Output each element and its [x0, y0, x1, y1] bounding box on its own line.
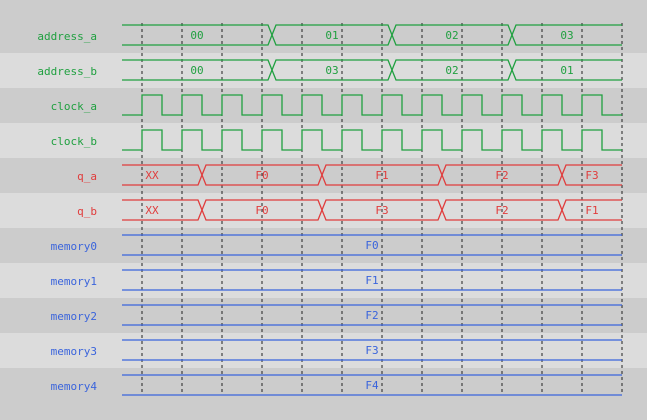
bus-value: 00 [190, 64, 203, 77]
signal-q_a: q_a XX F0 F1 F2 F3 [77, 164, 622, 186]
row-background [0, 0, 647, 53]
bus-value: XX [145, 204, 159, 217]
signal-memory1: memory1 F1 [51, 269, 622, 291]
bus-value: F3 [585, 169, 598, 182]
bus-segment [511, 59, 622, 81]
signal-q_b: q_b XX F0 F3 F2 F1 [77, 199, 622, 221]
bus-value: 03 [560, 29, 573, 42]
bus-value: F1 [585, 204, 598, 217]
bus-value: F3 [365, 344, 378, 357]
bus-segment [122, 304, 622, 326]
row-background [0, 53, 647, 88]
signal-clock_a: clock_a [51, 94, 622, 116]
bus-value: 03 [325, 64, 338, 77]
bus-value: F1 [375, 169, 388, 182]
bus-segment [561, 199, 622, 221]
bus-value: F2 [495, 204, 508, 217]
signal-memory0: memory0 F0 [51, 234, 622, 256]
bus-value: F3 [375, 204, 388, 217]
signal-label: memory4 [51, 380, 98, 393]
clock-waveform [122, 129, 622, 151]
bus-value: 02 [445, 64, 458, 77]
row-background [0, 298, 647, 333]
signal-label: memory2 [51, 310, 97, 323]
bus-value: 01 [325, 29, 338, 42]
bus-segment [511, 24, 622, 46]
signal-memory4: memory4 F4 [51, 374, 622, 396]
signal-label: q_a [77, 170, 97, 183]
bus-value: F0 [255, 204, 268, 217]
signal-label: memory0 [51, 240, 97, 253]
bus-value: F0 [365, 239, 378, 252]
row-background [0, 193, 647, 228]
bus-value: 01 [560, 64, 573, 77]
bus-value: F0 [255, 169, 268, 182]
bus-segment [122, 339, 622, 361]
bus-segment [122, 234, 622, 256]
bus-segment [561, 164, 622, 186]
clock-waveform [122, 94, 622, 116]
bus-value: F4 [365, 379, 379, 392]
row-background [0, 228, 647, 263]
bus-value: F2 [365, 309, 378, 322]
row-background [0, 88, 647, 123]
signal-label: memory1 [51, 275, 97, 288]
bus-value: 00 [190, 29, 203, 42]
bus-value: F1 [365, 274, 378, 287]
row-background [0, 158, 647, 193]
bus-value: F2 [495, 169, 508, 182]
signal-memory2: memory2 F2 [51, 304, 622, 326]
signal-label: clock_a [51, 100, 97, 113]
signal-label: clock_b [51, 135, 97, 148]
bus-value: 02 [445, 29, 458, 42]
bus-segment [122, 374, 622, 396]
signal-label: q_b [77, 205, 97, 218]
bus-segment [122, 269, 622, 291]
row-background [0, 123, 647, 158]
row-background [0, 368, 647, 420]
signal-label: address_a [37, 30, 97, 43]
signal-address_b: address_b 00 03 02 01 [37, 59, 622, 81]
signal-clock_b: clock_b [51, 129, 622, 151]
row-background [0, 333, 647, 368]
signal-address_a: address_a 00 01 02 03 [37, 24, 622, 46]
bus-value: XX [145, 169, 159, 182]
signal-label: memory3 [51, 345, 97, 358]
row-background [0, 263, 647, 298]
signal-memory3: memory3 F3 [51, 339, 622, 361]
signal-label: address_b [37, 65, 97, 78]
